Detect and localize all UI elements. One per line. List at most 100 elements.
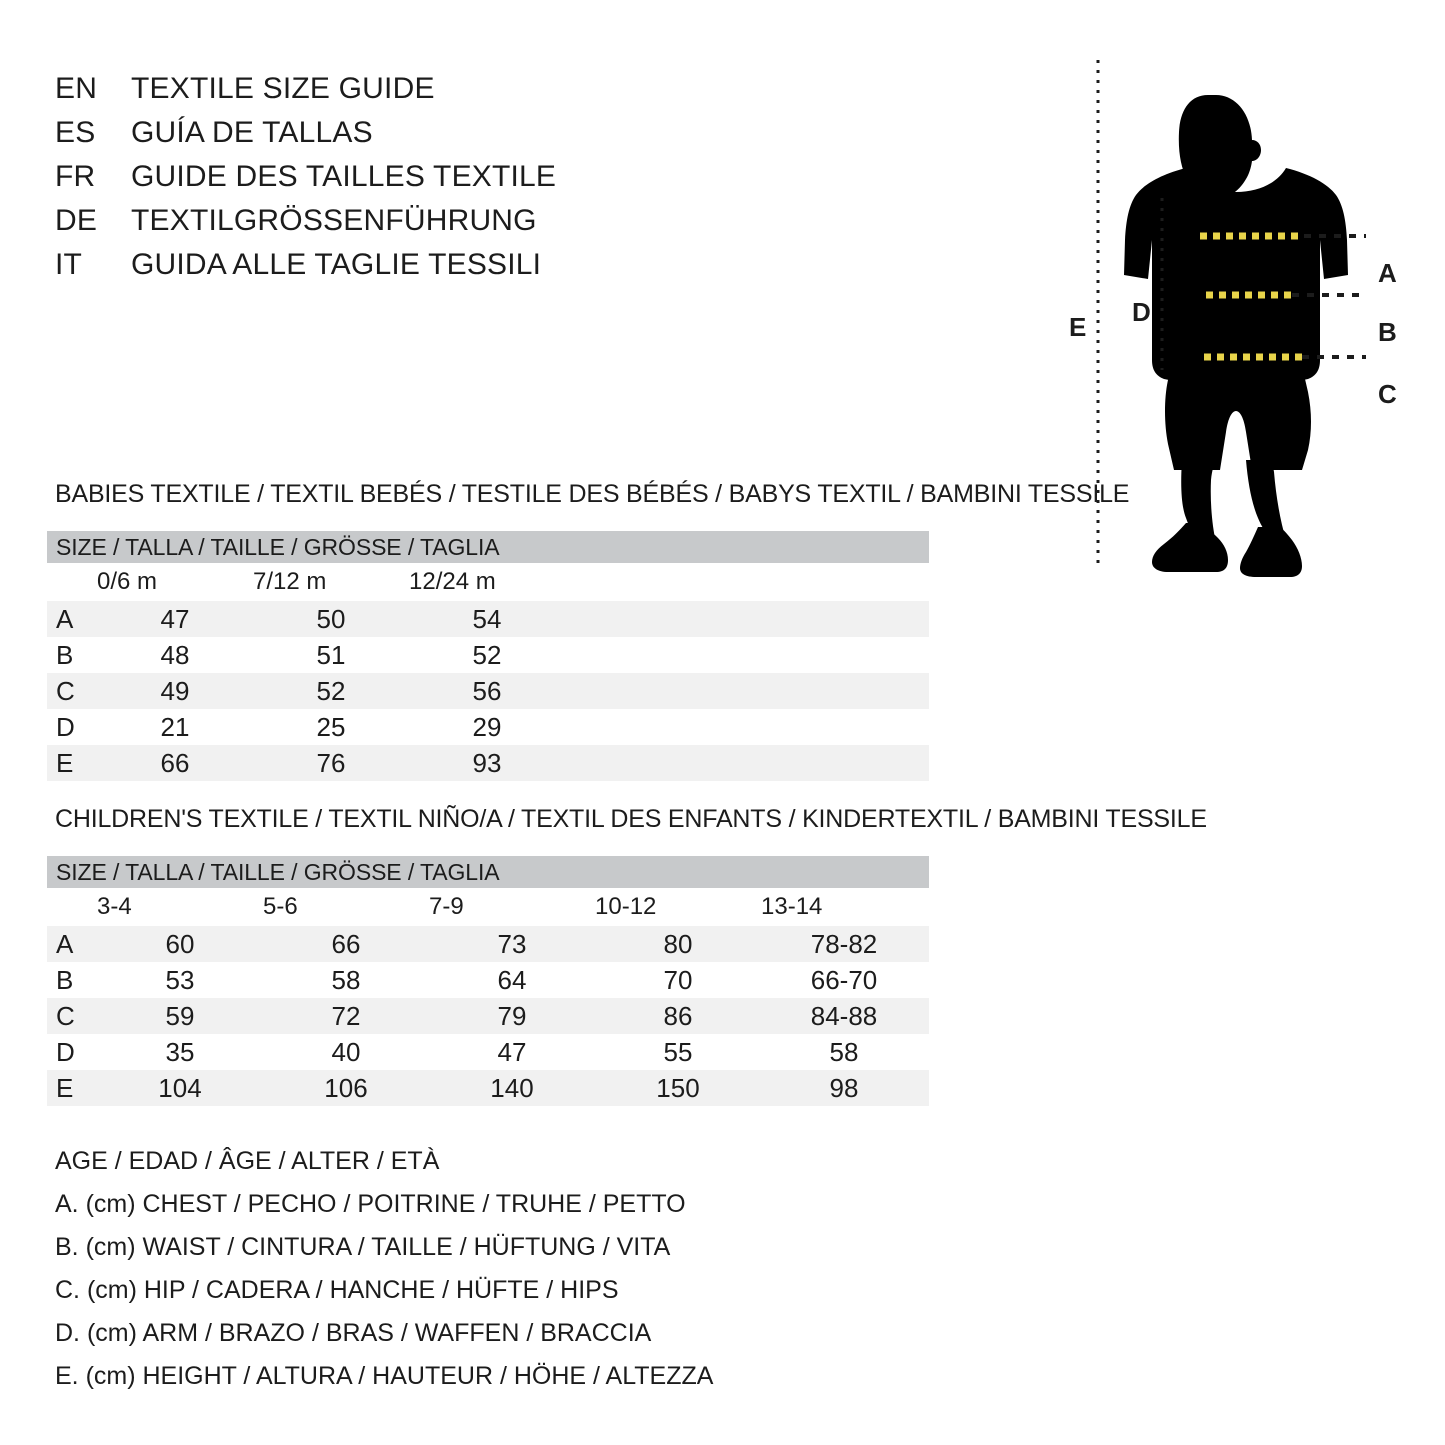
children-d-2: 47 (497, 1036, 527, 1067)
babies-c-1: 52 (316, 675, 346, 706)
babies-size-table: SIZE / TALLA / TAILLE / GRÖSSE / TAGLIA … (47, 531, 929, 781)
table-row: B 53 58 64 70 66-70 (47, 962, 929, 998)
babies-c-2: 56 (472, 675, 502, 706)
measure-label-e: E (1069, 312, 1087, 342)
babies-c-0: 49 (160, 675, 190, 706)
title-text-en: TEXTILE SIZE GUIDE (131, 72, 435, 105)
measure-label-d: D (1132, 297, 1151, 327)
legend-line-chest: A. (cm) CHEST / PECHO / POITRINE / TRUHE… (55, 1190, 686, 1218)
babies-section-title: BABIES TEXTILE / TEXTIL BEBÉS / TESTILE … (55, 480, 1130, 508)
children-c-0: 59 (165, 1000, 195, 1031)
body-measurement-figure: A B C D E (1040, 40, 1445, 585)
children-e-4: 98 (829, 1072, 859, 1103)
children-d-0: 35 (165, 1036, 195, 1067)
title-row-es: ES GUÍA DE TALLAS (55, 116, 695, 160)
children-row-label-b: B (56, 964, 74, 995)
table-row: E 66 76 93 (47, 745, 929, 781)
title-text-de: TEXTILGRÖSSENFÜHRUNG (131, 204, 537, 237)
children-d-1: 40 (331, 1036, 361, 1067)
children-e-0: 104 (158, 1072, 202, 1103)
children-row-label-c: C (56, 1000, 75, 1031)
babies-d-2: 29 (472, 711, 502, 742)
babies-row-label-d: D (56, 711, 75, 742)
measure-label-b: B (1378, 317, 1397, 347)
children-b-0: 53 (165, 964, 195, 995)
table-row: C 49 52 56 (47, 673, 929, 709)
table-row: A 47 50 54 (47, 601, 929, 637)
children-e-2: 140 (490, 1072, 534, 1103)
title-row-fr: FR GUIDE DES TAILLES TEXTILE (55, 160, 695, 204)
babies-col-header-0: 0/6 m (97, 568, 158, 595)
babies-col-header-1: 7/12 m (253, 568, 327, 595)
table-row: C 59 72 79 86 84-88 (47, 998, 929, 1034)
babies-column-header-row: 0/6 m 7/12 m 12/24 m (47, 563, 929, 601)
children-row-label-d: D (56, 1036, 75, 1067)
children-c-4: 84-88 (810, 1000, 878, 1031)
lang-code-de: DE (55, 204, 98, 237)
children-c-3: 86 (663, 1000, 693, 1031)
babies-row-label-b: B (56, 639, 74, 670)
children-col-header-2: 7-9 (429, 893, 464, 920)
babies-a-0: 47 (160, 603, 190, 634)
children-b-2: 64 (497, 964, 527, 995)
table-row: D 35 40 47 55 58 (47, 1034, 929, 1070)
babies-e-2: 93 (472, 747, 502, 778)
children-e-3: 150 (656, 1072, 700, 1103)
babies-row-label-e: E (56, 747, 74, 778)
title-text-fr: GUIDE DES TAILLES TEXTILE (131, 160, 557, 193)
children-a-4: 78-82 (810, 928, 878, 959)
table-row: B 48 51 52 (47, 637, 929, 673)
children-a-1: 66 (331, 928, 361, 959)
babies-d-0: 21 (160, 711, 190, 742)
babies-size-band: SIZE / TALLA / TAILLE / GRÖSSE / TAGLIA (47, 531, 929, 563)
title-row-de: DE TEXTILGRÖSSENFÜHRUNG (55, 204, 695, 248)
lang-code-en: EN (55, 72, 98, 105)
babies-b-1: 51 (316, 639, 346, 670)
legend-line-arm: D. (cm) ARM / BRAZO / BRAS / WAFFEN / BR… (55, 1319, 652, 1347)
legend-line-age: AGE / EDAD / ÂGE / ALTER / ETÀ (55, 1147, 440, 1175)
children-size-band: SIZE / TALLA / TAILLE / GRÖSSE / TAGLIA (47, 856, 929, 888)
measure-label-a: A (1378, 258, 1397, 288)
babies-d-1: 25 (316, 711, 346, 742)
children-d-3: 55 (663, 1036, 693, 1067)
children-a-3: 80 (663, 928, 693, 959)
children-section-title: CHILDREN'S TEXTILE / TEXTIL NIÑO/A / TEX… (55, 805, 1207, 833)
child-silhouette-diagram (1096, 60, 1366, 577)
children-col-header-3: 10-12 (595, 893, 657, 920)
babies-a-1: 50 (316, 603, 346, 634)
lang-code-it: IT (55, 248, 83, 281)
children-c-1: 72 (331, 1000, 361, 1031)
babies-row-label-c: C (56, 675, 75, 706)
children-c-2: 79 (497, 1000, 527, 1031)
children-b-3: 70 (663, 964, 693, 995)
children-column-header-row: 3-4 5-6 7-9 10-12 13-14 (47, 888, 929, 926)
lang-code-es: ES (55, 116, 96, 149)
children-d-4: 58 (829, 1036, 859, 1067)
children-col-header-1: 5-6 (263, 893, 298, 920)
babies-e-0: 66 (160, 747, 190, 778)
table-row: D 21 25 29 (47, 709, 929, 745)
babies-row-label-a: A (56, 603, 74, 634)
children-row-label-a: A (56, 928, 74, 959)
title-row-it: IT GUIDA ALLE TAGLIE TESSILI (55, 248, 695, 292)
children-size-table: SIZE / TALLA / TAILLE / GRÖSSE / TAGLIA … (47, 856, 929, 1106)
babies-b-0: 48 (160, 639, 190, 670)
children-a-0: 60 (165, 928, 195, 959)
title-row-en: EN TEXTILE SIZE GUIDE (55, 72, 695, 116)
legend-line-height: E. (cm) HEIGHT / ALTURA / HAUTEUR / HÖHE… (55, 1362, 714, 1390)
children-a-2: 73 (497, 928, 527, 959)
measurement-legend: AGE / EDAD / ÂGE / ALTER / ETÀ A. (cm) C… (55, 1140, 815, 1398)
legend-line-waist: B. (cm) WAIST / CINTURA / TAILLE / HÜFTU… (55, 1233, 671, 1261)
title-text-es: GUÍA DE TALLAS (131, 116, 373, 149)
title-text-it: GUIDA ALLE TAGLIE TESSILI (131, 248, 542, 281)
babies-a-2: 54 (472, 603, 502, 634)
babies-col-header-2: 12/24 m (409, 568, 496, 595)
children-b-1: 58 (331, 964, 361, 995)
children-b-4: 66-70 (810, 964, 878, 995)
child-silhouette-icon (1124, 95, 1348, 577)
table-row: E 104 106 140 150 98 (47, 1070, 929, 1106)
babies-b-2: 52 (472, 639, 502, 670)
children-col-header-0: 3-4 (97, 893, 132, 920)
title-block: EN TEXTILE SIZE GUIDE ES GUÍA DE TALLAS … (55, 72, 695, 292)
